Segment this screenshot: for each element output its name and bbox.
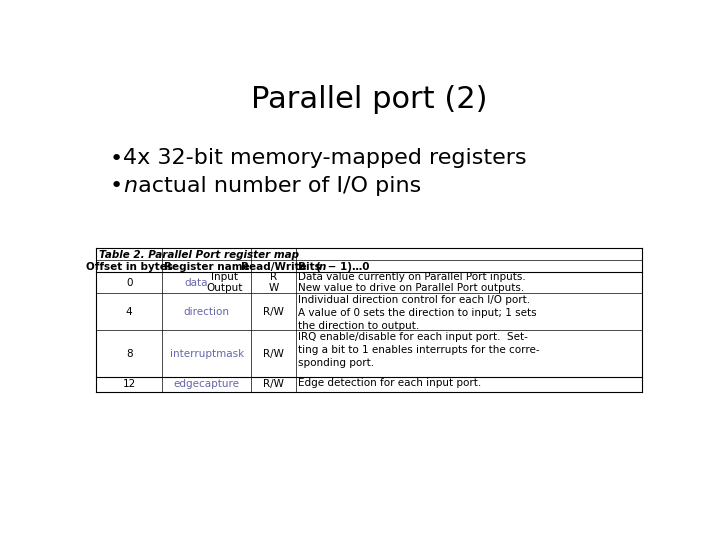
Text: direction: direction xyxy=(184,307,230,317)
Text: 4: 4 xyxy=(126,307,132,317)
Text: Read/Write: Read/Write xyxy=(240,262,307,272)
Text: Edge detection for each input port.: Edge detection for each input port. xyxy=(299,378,482,388)
Text: Data value currently on Parallel Port inputs.: Data value currently on Parallel Port in… xyxy=(299,272,526,282)
Text: 8: 8 xyxy=(126,348,132,359)
Text: R/W: R/W xyxy=(264,348,284,359)
Text: Register name: Register name xyxy=(163,262,250,272)
Text: edgecapture: edgecapture xyxy=(174,379,240,389)
Text: Individual direction control for each I/O port.
A value of 0 sets the direction : Individual direction control for each I/… xyxy=(299,295,537,332)
Text: Parallel port (2): Parallel port (2) xyxy=(251,85,487,114)
Text: n: n xyxy=(319,262,326,272)
Text: 4x 32-bit memory-mapped registers: 4x 32-bit memory-mapped registers xyxy=(123,148,527,168)
Text: − 1)…0: − 1)…0 xyxy=(324,262,369,272)
Text: W: W xyxy=(269,283,279,293)
Text: interruptmask: interruptmask xyxy=(169,348,244,359)
Text: •: • xyxy=(109,148,122,168)
Text: IRQ enable/disable for each input port.  Set-
ting a bit to 1 enables interrupts: IRQ enable/disable for each input port. … xyxy=(299,332,540,368)
Text: Offset in bytes: Offset in bytes xyxy=(86,262,173,272)
Text: Bits: Bits xyxy=(299,262,325,272)
Text: Table 2. Parallel Port register map: Table 2. Parallel Port register map xyxy=(99,249,299,260)
Text: (: ( xyxy=(315,262,320,272)
Text: R/W: R/W xyxy=(264,379,284,389)
Text: Output: Output xyxy=(206,283,243,293)
Text: actual number of I/O pins: actual number of I/O pins xyxy=(131,176,421,195)
Text: 12: 12 xyxy=(122,379,136,389)
Text: R: R xyxy=(270,272,277,282)
Text: R/W: R/W xyxy=(264,307,284,317)
Text: •: • xyxy=(109,177,122,197)
Text: Input: Input xyxy=(211,272,238,282)
Text: data: data xyxy=(184,278,207,288)
Text: n: n xyxy=(123,176,138,195)
Text: 0: 0 xyxy=(126,278,132,288)
Text: New value to drive on Parallel Port outputs.: New value to drive on Parallel Port outp… xyxy=(299,283,525,293)
